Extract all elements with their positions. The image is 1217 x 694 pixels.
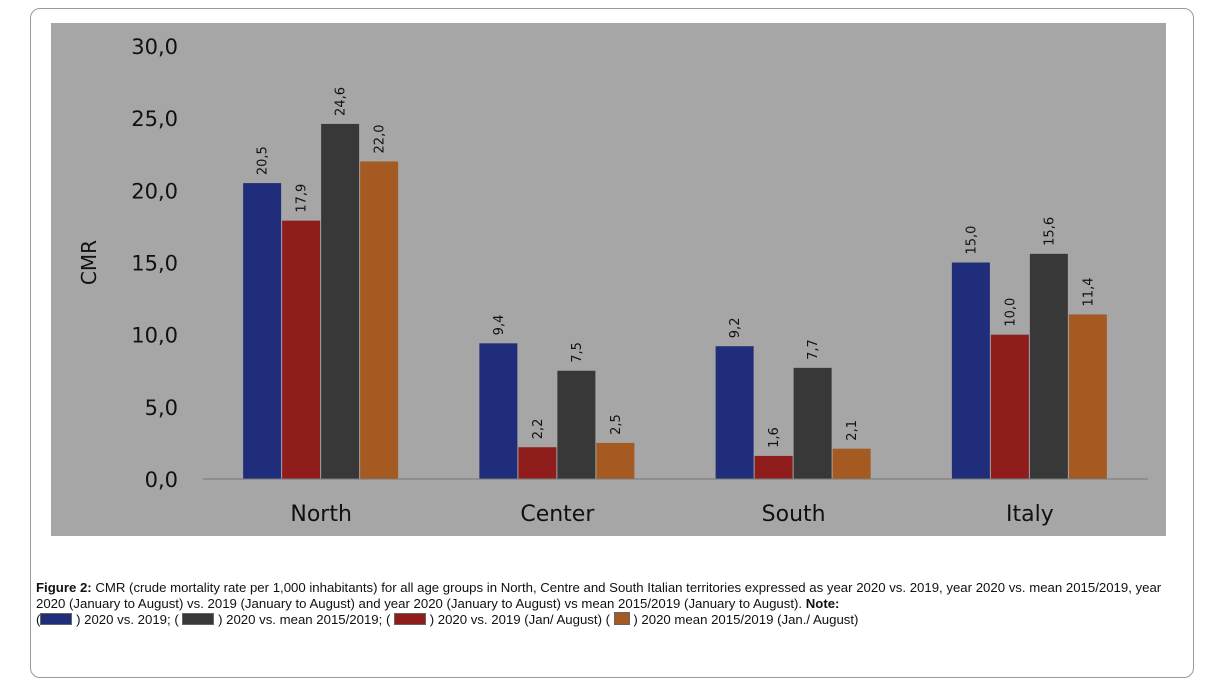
legend-swatch-4 xyxy=(613,612,630,625)
bar xyxy=(1068,314,1107,479)
data-label: 9,2 xyxy=(728,318,743,339)
y-tick-label: 30,0 xyxy=(131,35,178,59)
data-label: 7,7 xyxy=(806,339,821,360)
bar xyxy=(951,262,990,479)
data-label: 15,6 xyxy=(1042,217,1057,246)
data-label: 2,1 xyxy=(845,420,860,441)
data-label: 9,4 xyxy=(492,315,507,336)
legend-text-4: ) 2020 mean 2015/2019 (Jan./ August) xyxy=(633,612,859,627)
bar xyxy=(321,123,360,479)
legend-text-3: ) 2020 vs. 2019 (Jan/ August) ( xyxy=(429,612,611,627)
data-label: 2,5 xyxy=(609,414,624,435)
data-label: 7,5 xyxy=(570,342,585,363)
data-label: 11,4 xyxy=(1081,278,1096,307)
y-axis-title: CMR xyxy=(77,240,101,285)
bar xyxy=(754,455,793,479)
x-category-label: North xyxy=(290,502,352,527)
bar xyxy=(243,183,282,479)
y-tick-label: 0,0 xyxy=(145,468,178,492)
chart-panel: 0,0 5,0 10,0 15,0 20,0 25,0 30,0 CMR 20,5 17,9 24,… xyxy=(51,23,1166,536)
bar-chart: 0,0 5,0 10,0 15,0 20,0 25,0 30,0 CMR 20,5 17,9 24,… xyxy=(77,35,1148,527)
bar xyxy=(990,334,1029,479)
legend-swatch-1 xyxy=(40,613,73,625)
y-tick-label: 5,0 xyxy=(145,396,178,420)
data-label: 15,0 xyxy=(964,226,979,255)
bar xyxy=(793,367,832,479)
data-label: 22,0 xyxy=(373,125,388,154)
bar xyxy=(1029,253,1068,479)
legend-swatch-3 xyxy=(394,613,427,625)
figure-label: Figure 2: xyxy=(36,580,92,595)
legend-open-paren: ( xyxy=(36,612,41,627)
x-category-label: South xyxy=(762,502,826,527)
data-label: 24,6 xyxy=(334,87,349,116)
figure-caption: Figure 2: CMR (crude mortality rate per … xyxy=(36,580,1186,628)
y-tick-label: 15,0 xyxy=(131,252,178,276)
legend-swatch-2 xyxy=(182,613,215,625)
bar xyxy=(832,448,871,479)
y-tick-label: 25,0 xyxy=(131,107,178,131)
bar xyxy=(282,220,321,480)
bar xyxy=(360,161,399,479)
bar xyxy=(596,442,635,479)
x-category-label: Italy xyxy=(1006,502,1054,527)
data-label: 2,2 xyxy=(531,419,546,440)
x-category-label: Center xyxy=(520,502,595,527)
legend-text-2: ) 2020 vs. mean 2015/2019; ( xyxy=(218,612,391,627)
data-label: 1,6 xyxy=(767,427,782,448)
y-tick-label: 20,0 xyxy=(131,179,178,203)
bar xyxy=(557,370,596,479)
note-label: Note: xyxy=(805,596,840,611)
data-label: 10,0 xyxy=(1003,298,1018,327)
data-label: 20,5 xyxy=(256,146,271,175)
bar xyxy=(479,343,518,479)
data-label: 17,9 xyxy=(295,184,310,213)
bar xyxy=(518,447,557,479)
bar xyxy=(715,346,754,479)
legend-text-1: ) 2020 vs. 2019; ( xyxy=(76,612,179,627)
caption-text: CMR (crude mortality rate per 1,000 inha… xyxy=(36,580,1162,611)
y-tick-label: 10,0 xyxy=(131,324,178,348)
